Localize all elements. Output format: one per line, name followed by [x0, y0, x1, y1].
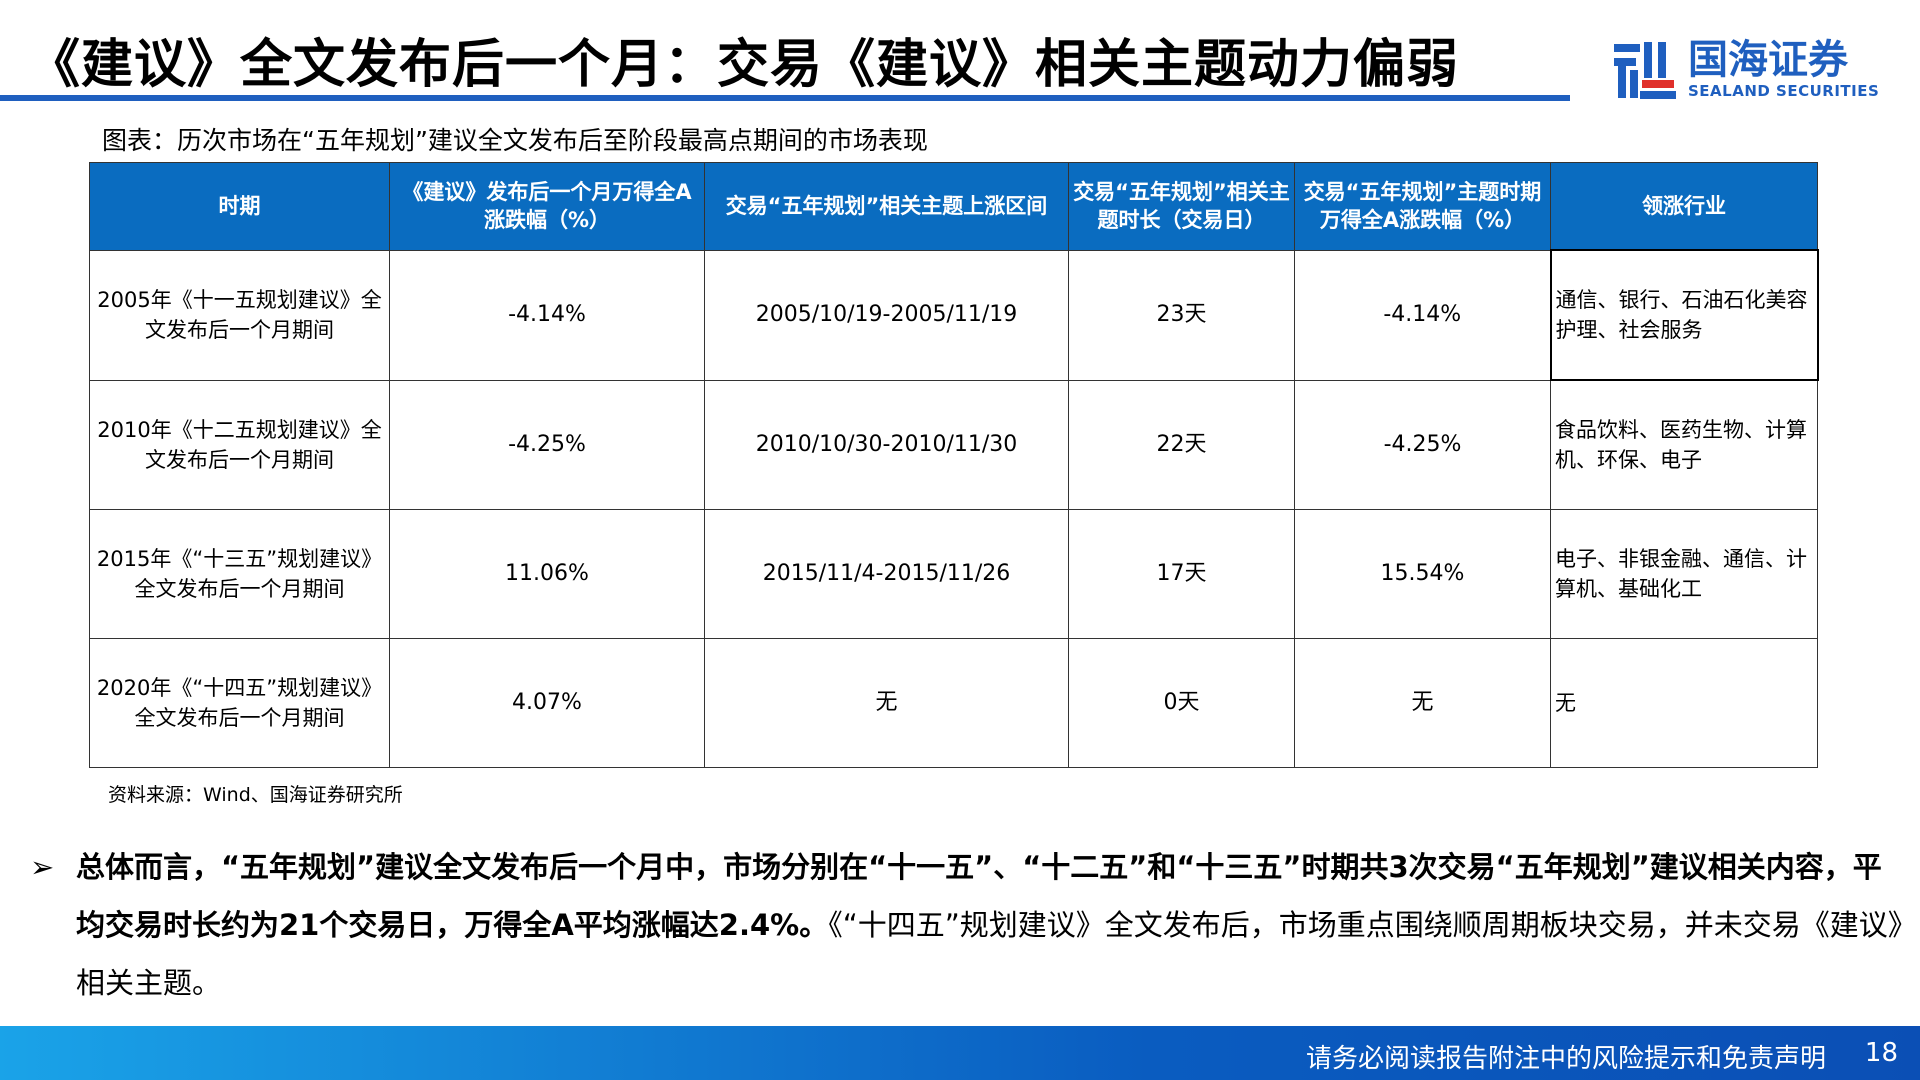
table-cell: 无: [1550, 638, 1818, 768]
table-cell: 23天: [1068, 249, 1295, 381]
header-cell: 时期: [89, 162, 390, 251]
logo-text-en: SEALAND SECURITIES: [1688, 82, 1880, 100]
logo-text-cn: 国海证券: [1688, 37, 1848, 83]
header-cell: 领涨行业: [1550, 162, 1818, 251]
summary-bold: 总体而言，“五年规划”建议全文发布后一个月中，市场分别在“十一五”、“十二五”和…: [76, 850, 1882, 942]
header-cell: 交易“五年规划”相关主题上涨区间: [704, 162, 1069, 251]
table-row: 2015年《“十三五”规划建议》全文发布后一个月期间 11.06% 2015/11/…: [89, 509, 1818, 639]
page-title: 《建议》全文发布后一个月：交易《建议》相关主题动力偏弱: [28, 35, 1460, 95]
summary-normal: 《“十四五”规划建议》全文发布后，市场重点围绕顺周期板块交易，并未交易《建议》相…: [76, 908, 1903, 1000]
table-cell: 2010年《十二五规划建议》全文发布后一个月期间: [89, 379, 390, 510]
table-cell: 4.07%: [389, 638, 705, 768]
table-cell: -4.14%: [389, 249, 705, 381]
disclaimer-note: 请务必阅读报告附注中的风险提示和免责声明: [1305, 1044, 1826, 1074]
table-caption: 图表：历次市场在“五年规划”建议全文发布后至阶段最高点期间的市场表现: [102, 126, 928, 155]
summary-bullet: ➢ 总体而言，“五年规划”建议全文发布后一个月中，市场分别在“十一五”、“十二五…: [30, 838, 1910, 1012]
table-cell: -4.14%: [1294, 249, 1551, 381]
company-logo: 国海证券 SEALAND SECURITIES: [1612, 36, 1879, 102]
arrow-bullet-icon: ➢: [30, 850, 55, 884]
header-cell: 交易“五年规划”相关主题时长（交易日）: [1068, 162, 1295, 251]
table-cell: 2015年《“十三五”规划建议》全文发布后一个月期间: [89, 509, 390, 639]
table-cell: 2005/10/19-2005/11/19: [704, 249, 1069, 381]
table-cell: 无: [704, 638, 1069, 768]
table-row: 2005年《十一五规划建议》全文发布后一个月期间 -4.14% 2005/10/19…: [89, 249, 1819, 381]
table-cell: 2020年《“十四五”规划建议》全文发布后一个月期间: [89, 638, 390, 768]
table-cell: 2010/10/30-2010/11/30: [704, 379, 1069, 510]
table-cell: -4.25%: [389, 379, 705, 510]
table-cell: 11.06%: [389, 509, 705, 639]
table-cell: 22天: [1068, 379, 1295, 510]
header-cell: 交易“五年规划”主题时期万得全A涨跌幅（%）: [1294, 162, 1551, 251]
sealand-logo-icon: [1614, 42, 1676, 99]
table-cell: 0天: [1068, 638, 1295, 768]
table-cell: 电子、非银金融、通信、计算机、基础化工: [1550, 509, 1818, 639]
table-cell: 15.54%: [1294, 509, 1551, 639]
footer-bar: 请务必阅读报告附注中的风险提示和免责声明 18: [0, 1026, 1920, 1080]
page-number: 18: [1864, 1038, 1898, 1068]
table-row: 2010年《十二五规划建议》全文发布后一个月期间 -4.25% 2010/10/30…: [89, 379, 1818, 510]
table-row: 2020年《“十四五”规划建议》全文发布后一个月期间 4.07% 无 0天无无: [89, 638, 1818, 768]
source-note: 资料来源：Wind、国海证券研究所: [108, 784, 403, 806]
header-cell: 《建议》发布后一个月万得全A涨跌幅（%）: [389, 162, 705, 251]
table-cell: -4.25%: [1294, 379, 1551, 510]
table-cell: 2005年《十一五规划建议》全文发布后一个月期间: [89, 249, 390, 381]
title-divider: [0, 95, 1570, 101]
table-cell: 2015/11/4-2015/11/26: [704, 509, 1069, 639]
table-cell: 通信、银行、石油石化美容护理、社会服务: [1549, 249, 1819, 381]
table-cell: 无: [1294, 638, 1551, 768]
market-performance-table: 时期 《建议》发布后一个月万得全A涨跌幅（%） 交易“五年规划”相关主题上涨区间…: [89, 162, 1819, 768]
table-cell: 食品饮料、医药生物、计算机、环保、电子: [1550, 379, 1818, 510]
table-cell: 17天: [1068, 509, 1295, 639]
